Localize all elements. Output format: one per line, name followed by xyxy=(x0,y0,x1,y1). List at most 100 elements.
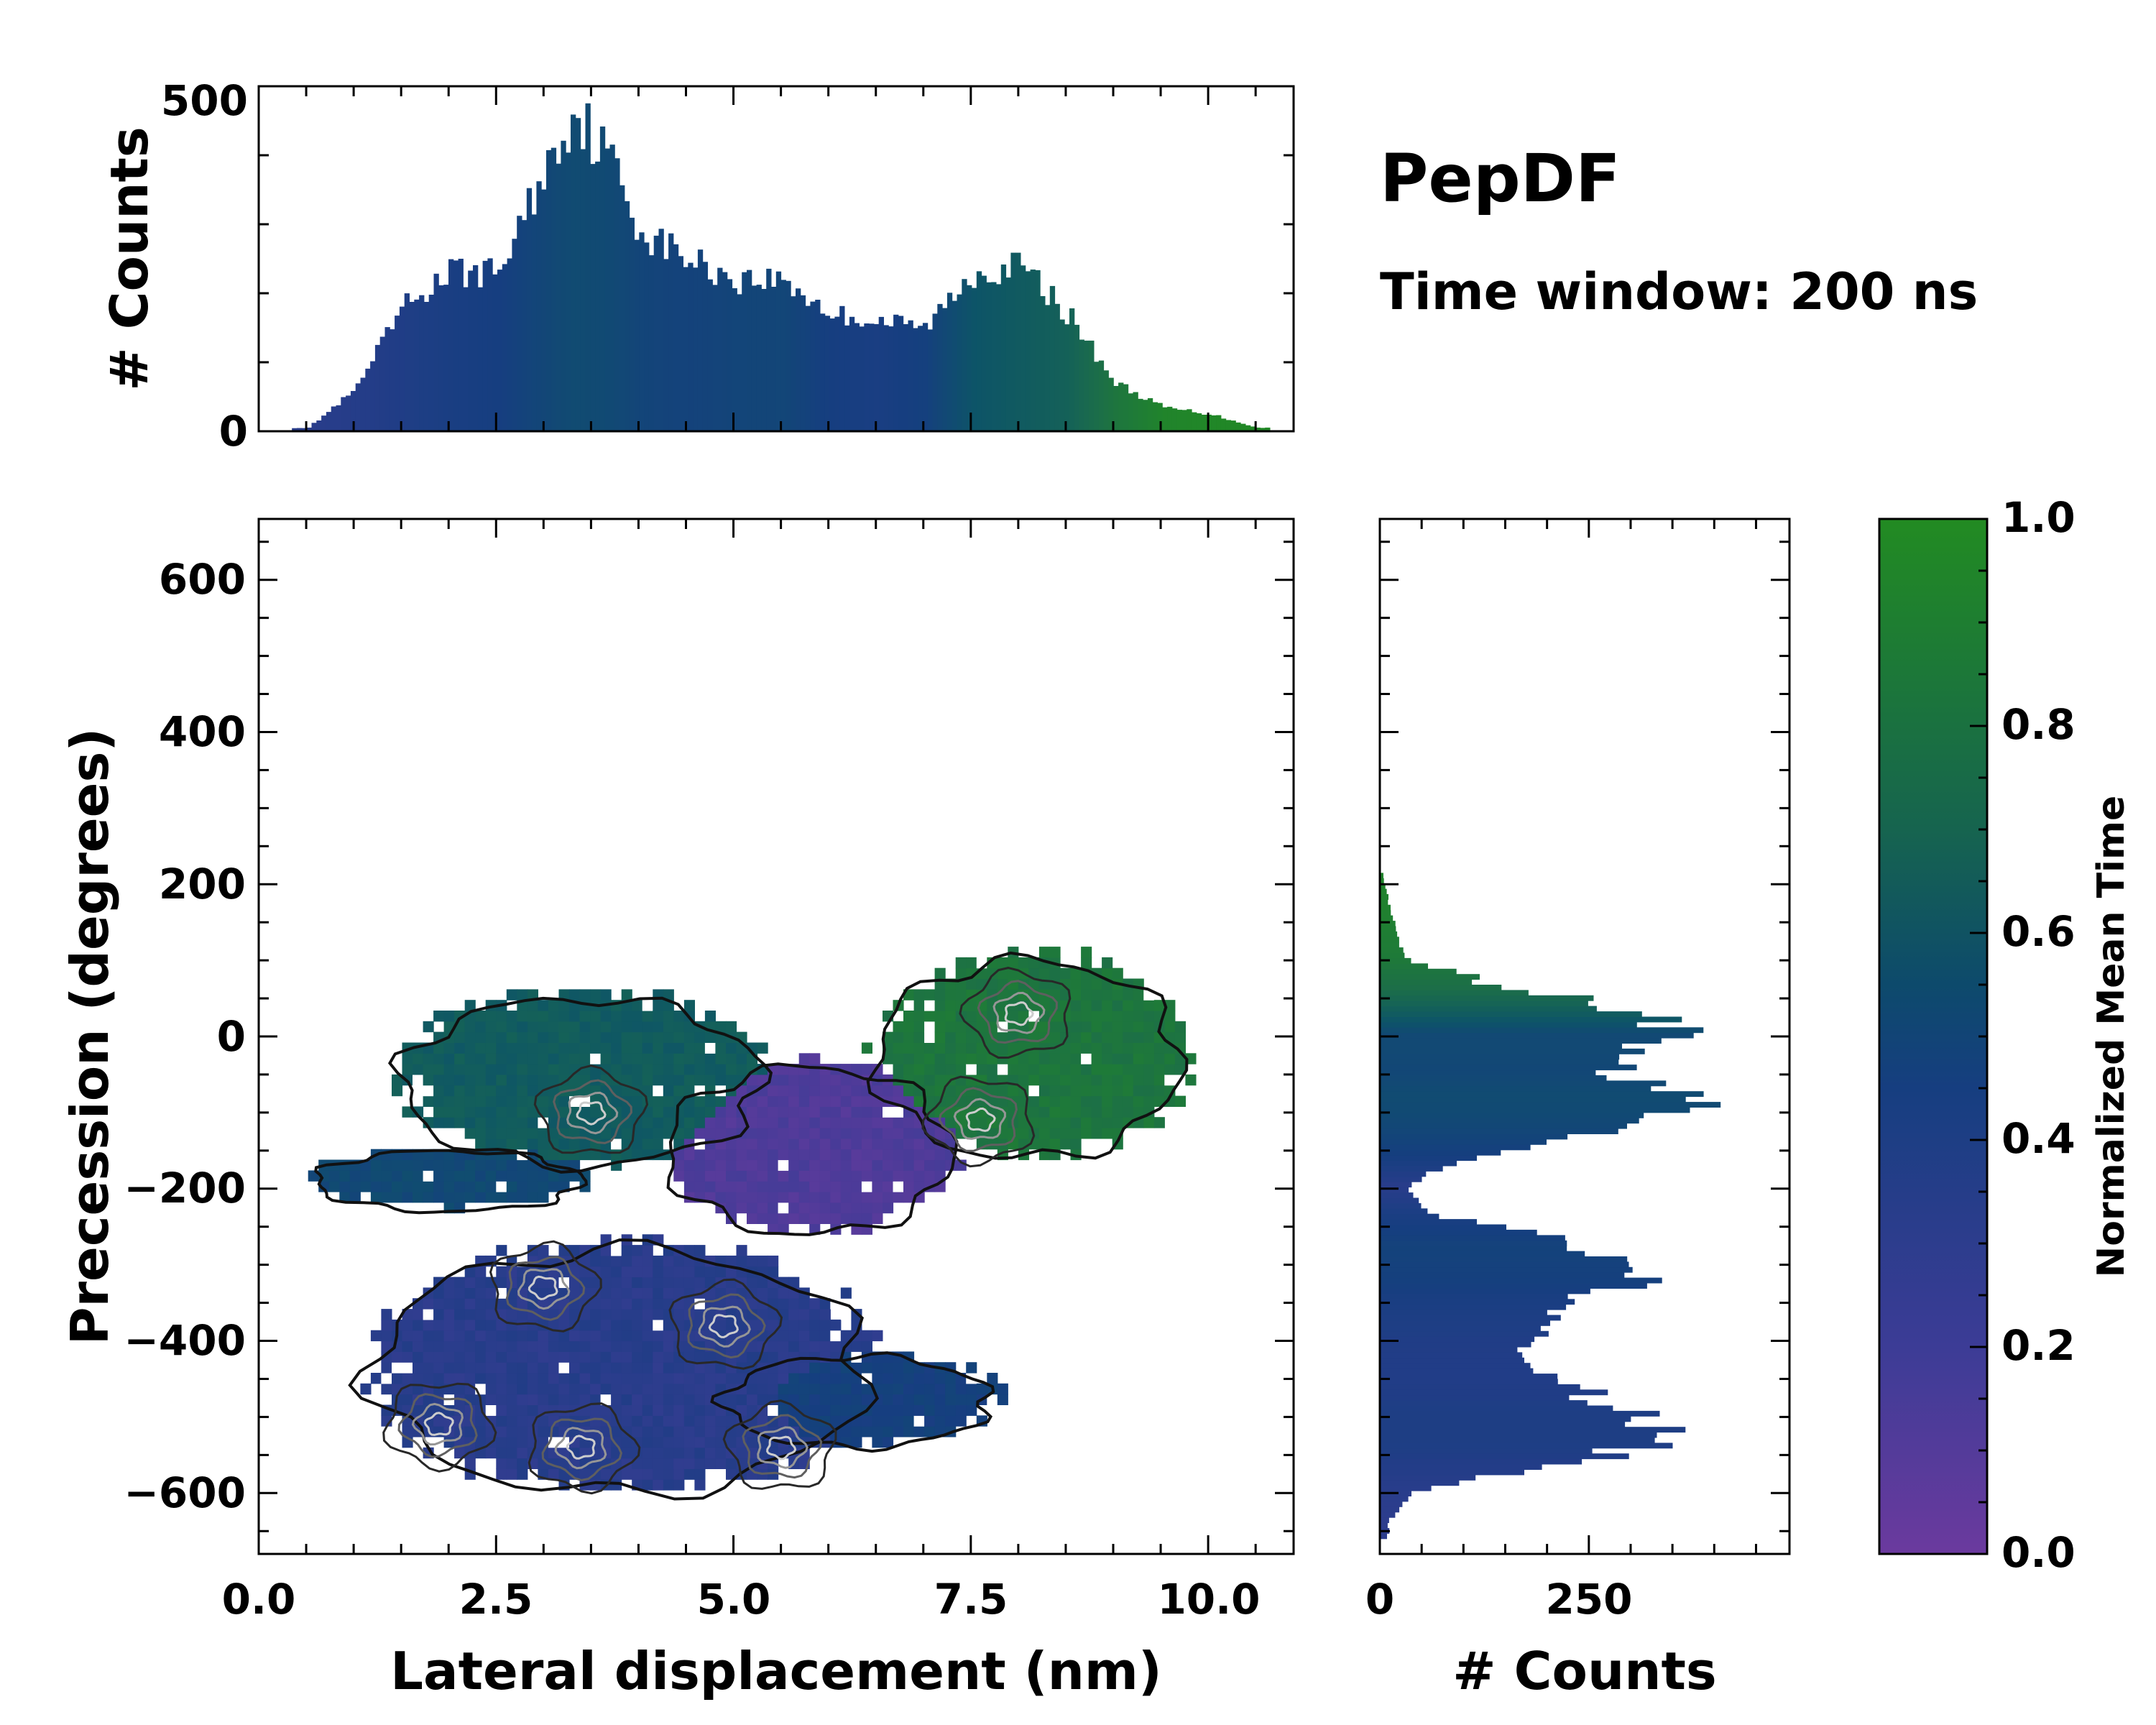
top-ytick-label-0: 0 xyxy=(219,407,248,456)
heatmap-cell xyxy=(851,1095,862,1107)
heatmap-cell xyxy=(370,1181,382,1192)
heatmap-cell xyxy=(632,1276,643,1288)
heatmap-cell xyxy=(819,1170,831,1182)
heatmap-cell xyxy=(464,1117,476,1128)
heatmap-cell xyxy=(1008,1011,1019,1022)
heatmap-cell xyxy=(590,1021,602,1033)
heatmap-cell xyxy=(621,1266,632,1278)
heatmap-cell xyxy=(1028,1095,1040,1107)
right-histogram-bar xyxy=(1380,1213,1439,1220)
heatmap-cell xyxy=(663,1468,674,1480)
heatmap-cell xyxy=(747,1095,758,1107)
heatmap-cell xyxy=(653,1266,664,1278)
right-histogram-bar xyxy=(1380,1043,1622,1049)
heatmap-cell xyxy=(757,1373,768,1384)
heatmap-cell xyxy=(683,1159,695,1171)
top-histogram-bar xyxy=(673,244,679,431)
heatmap-cell xyxy=(673,1458,685,1469)
heatmap-cell xyxy=(506,1042,517,1054)
heatmap-cell xyxy=(475,1298,487,1310)
heatmap-cell xyxy=(485,1192,497,1203)
heatmap-cell xyxy=(809,1117,821,1128)
heatmap-cell xyxy=(976,1117,987,1128)
heatmap-cell xyxy=(485,1074,497,1086)
right-histogram-bar xyxy=(1380,1432,1657,1438)
heatmap-cell xyxy=(611,1458,622,1469)
heatmap-cell xyxy=(683,1436,695,1448)
heatmap-cell xyxy=(798,1170,810,1182)
heatmap-cell xyxy=(851,1192,862,1203)
top-histogram-bar xyxy=(1000,264,1007,431)
right-histogram-bar xyxy=(1380,1522,1388,1529)
heatmap-cell xyxy=(485,1319,497,1331)
heatmap-cell xyxy=(381,1362,392,1374)
heatmap-cell xyxy=(715,1319,727,1331)
heatmap-cell xyxy=(893,1064,904,1075)
heatmap-cell xyxy=(1102,1074,1113,1086)
right-histogram-bar xyxy=(1380,1299,1575,1305)
heatmap-cell xyxy=(747,1181,758,1192)
heatmap-cell xyxy=(538,1042,549,1054)
heatmap-cell xyxy=(872,1117,883,1128)
heatmap-cell xyxy=(538,1340,549,1352)
heatmap-cell xyxy=(381,1159,392,1171)
colorbar-tick-label-5: 1.0 xyxy=(2001,493,2076,542)
heatmap-cell xyxy=(600,1383,612,1395)
heatmap-cell xyxy=(475,1276,487,1288)
heatmap-cell xyxy=(433,1074,445,1086)
right-histogram-bar xyxy=(1380,1480,1460,1486)
heatmap-cell xyxy=(872,1170,883,1182)
density-contour xyxy=(517,1268,571,1310)
heatmap-cell xyxy=(913,1053,925,1064)
heatmap-cell xyxy=(558,1138,570,1150)
heatmap-cell xyxy=(683,1149,695,1161)
heatmap-cell xyxy=(966,1011,977,1022)
heatmap-cell xyxy=(840,1117,852,1128)
heatmap-cell xyxy=(454,1053,466,1064)
heatmap-cell xyxy=(443,1064,455,1075)
heatmap-cell xyxy=(1143,1095,1155,1107)
heatmap-cell xyxy=(454,1373,466,1384)
heatmap-cell xyxy=(747,1276,758,1288)
heatmap-cell xyxy=(924,1404,936,1416)
heatmap-cell xyxy=(1112,1031,1123,1043)
heatmap-cell xyxy=(600,1245,612,1256)
top-histogram-bar xyxy=(893,314,899,431)
heatmap-cell xyxy=(798,1192,810,1203)
heatmap-cell xyxy=(621,1042,632,1054)
heatmap-cell xyxy=(464,1309,476,1320)
heatmap-cell xyxy=(663,1064,674,1075)
right-xtick-label-1: 250 xyxy=(1545,1575,1632,1624)
heatmap-cell xyxy=(872,1404,883,1416)
heatmap-cell xyxy=(851,1159,862,1171)
heatmap-cell xyxy=(673,1287,685,1299)
heatmap-cell xyxy=(673,1159,685,1171)
heatmap-cell xyxy=(527,989,538,1000)
heatmap-cell xyxy=(1028,1011,1040,1022)
heatmap-cell xyxy=(809,1319,821,1331)
heatmap-cell xyxy=(318,1181,330,1192)
heatmap-cell xyxy=(840,1383,852,1395)
heatmap-cell xyxy=(1060,1138,1072,1150)
heatmap-cell xyxy=(893,1383,904,1395)
heatmap-cell xyxy=(464,1362,476,1374)
top-histogram-bar xyxy=(903,324,908,431)
heatmap-cell xyxy=(402,1053,413,1064)
top-histogram-bar xyxy=(1240,423,1246,431)
top-histogram-bar xyxy=(932,313,938,431)
top-histogram-bar xyxy=(297,428,303,431)
top-ytick-label-1: 500 xyxy=(161,76,248,125)
heatmap-cell xyxy=(454,1276,466,1288)
heatmap-cell xyxy=(726,1181,737,1192)
heatmap-cell xyxy=(683,1373,695,1384)
density-contour xyxy=(1004,1001,1034,1026)
heatmap-cell xyxy=(851,1340,862,1352)
heatmap-cell xyxy=(840,1394,852,1405)
heatmap-cell xyxy=(683,1276,695,1288)
heatmap-cell xyxy=(632,1404,643,1416)
heatmap-cell xyxy=(798,1138,810,1150)
density-contour xyxy=(953,1098,1006,1140)
heatmap-cell xyxy=(485,1106,497,1118)
heatmap-cell xyxy=(475,1436,487,1448)
heatmap-cell xyxy=(1133,1074,1144,1086)
